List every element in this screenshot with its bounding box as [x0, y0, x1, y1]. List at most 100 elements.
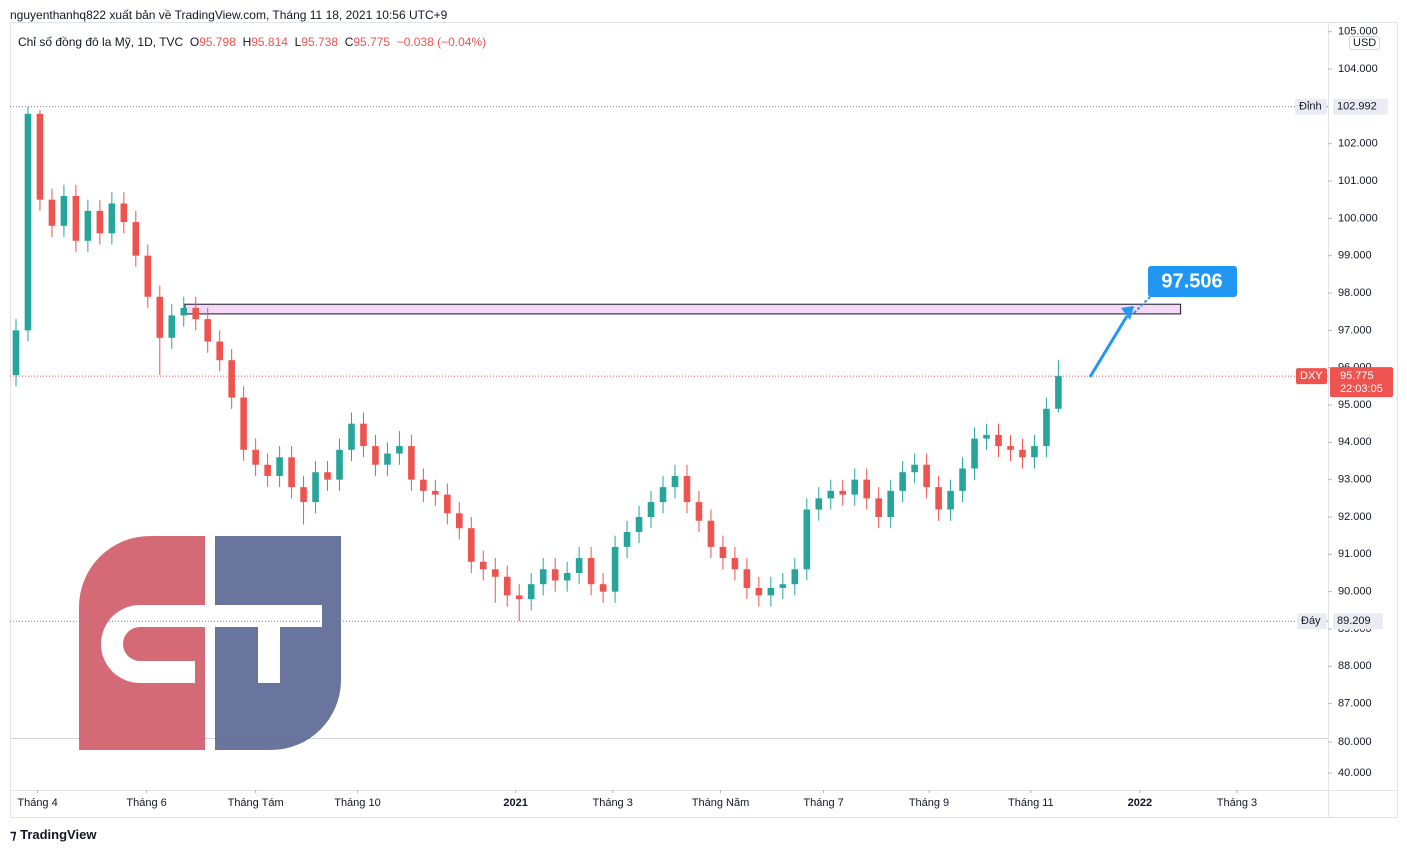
candle-body: [204, 319, 211, 342]
candle-body: [252, 449, 259, 465]
candle-body: [408, 446, 415, 480]
change: −0.038 (−0.04%): [396, 35, 487, 49]
candle-body: [432, 490, 439, 495]
y-tick-label: 100.000: [1338, 212, 1378, 224]
candle-body: [36, 113, 44, 200]
candle-body: [72, 195, 80, 241]
candle-body: [120, 203, 128, 223]
candle-body: [779, 584, 787, 588]
candle-body: [444, 494, 451, 514]
candle-body: [96, 210, 104, 234]
candle-body: [1043, 408, 1050, 447]
candle-body: [420, 479, 427, 491]
candle-body: [288, 457, 295, 488]
candle-body: [168, 315, 176, 338]
y-tick-label: 87.000: [1338, 698, 1372, 710]
low-tag: Đáy: [1301, 615, 1321, 627]
x-tick-label: Tháng 11: [1008, 797, 1054, 809]
y-tick-label: 104.000: [1338, 63, 1378, 75]
last-symbol: DXY: [1300, 370, 1323, 382]
y-tick-label: 101.000: [1338, 175, 1378, 187]
candle-body: [839, 490, 847, 495]
candle-body: [551, 569, 559, 581]
candle-body: [671, 475, 679, 488]
last-countdown: 22:03:05: [1340, 383, 1383, 395]
legend: Chỉ số đồng đô la Mỹ, 1D, TVC O95.798 H9…: [18, 35, 486, 49]
candle-body: [1007, 446, 1014, 450]
last-value-box: [1330, 367, 1393, 398]
watermark-logo: [79, 536, 341, 750]
candle-body: [659, 487, 667, 503]
logo-left: [79, 536, 205, 750]
brand-text: TradingView: [20, 827, 97, 842]
candle-body: [264, 464, 271, 476]
ohlc-label: O: [189, 35, 200, 49]
candle-body: [336, 449, 343, 480]
candle-body: [563, 572, 571, 581]
arrow-head: [1121, 306, 1134, 320]
currency[interactable]: USD: [1349, 36, 1381, 50]
candle-body: [1019, 449, 1026, 458]
x-tick-label: Tháng Tám: [228, 797, 284, 809]
candle-body: [60, 195, 68, 226]
last-value: 95.775: [1340, 370, 1374, 382]
candle-body: [12, 330, 20, 376]
candle-body: [276, 457, 283, 476]
ohlc-label: H: [242, 35, 252, 49]
candle-body: [719, 546, 727, 559]
candle-body: [132, 222, 140, 256]
logo-letters: [101, 605, 322, 683]
x-tick-label: Tháng 3: [1217, 797, 1257, 809]
candle-body: [707, 520, 715, 547]
x-tick-label: Tháng Năm: [692, 797, 749, 809]
ohlc-value: 95.814: [251, 35, 288, 49]
candle-body: [743, 569, 751, 588]
candle-body: [599, 584, 607, 592]
candle-body: [863, 479, 870, 499]
low-value-box: [1333, 613, 1383, 630]
high-value-box: [1333, 98, 1388, 115]
candle-body: [647, 502, 655, 518]
high-tag: Đỉnh: [1299, 101, 1322, 113]
candle-body: [216, 341, 223, 361]
y-tick-label: 102.000: [1338, 138, 1378, 150]
x-tick-label: 2022: [1128, 797, 1152, 809]
zone: [184, 303, 1182, 315]
candle-body: [635, 517, 643, 532]
candle-body: [623, 531, 631, 547]
candle-body: [983, 434, 990, 439]
candle-body: [887, 490, 894, 518]
candle-body: [731, 558, 739, 570]
candle-body: [312, 472, 319, 503]
candle-body: [959, 468, 966, 491]
x-tick-label: Tháng 7: [803, 797, 843, 809]
ohlc-value: 95.775: [353, 35, 391, 49]
last-symbol-box: [1296, 368, 1327, 385]
candle-body: [156, 296, 164, 338]
y-tick-label: 93.000: [1338, 474, 1372, 486]
candle-body: [384, 453, 391, 465]
y-tick-label: 95.000: [1338, 399, 1372, 411]
candle-body: [515, 595, 523, 600]
x-tick-label: Tháng 9: [909, 797, 949, 809]
candle-body: [935, 487, 942, 510]
callout-leader: [1133, 296, 1151, 314]
candle-body: [228, 360, 235, 398]
plot: 87.00088.00089.00090.00091.00092.00093.0…: [10, 26, 1393, 809]
x-tick-label: Tháng 3: [592, 797, 632, 809]
candle-body: [971, 438, 978, 469]
candle-body: [108, 203, 116, 234]
candle-body: [372, 446, 379, 465]
high-tag-box: [1295, 98, 1327, 115]
candle-body: [755, 587, 763, 596]
x-tick-label: Tháng 4: [17, 797, 57, 809]
candle-body: [503, 576, 511, 596]
ohlc-label: L: [294, 35, 302, 49]
candle-body: [815, 498, 823, 510]
candle-body: [180, 307, 188, 316]
y-tick-label: 94.000: [1338, 436, 1372, 448]
candle-body: [456, 513, 463, 529]
candle-body: [240, 397, 247, 450]
